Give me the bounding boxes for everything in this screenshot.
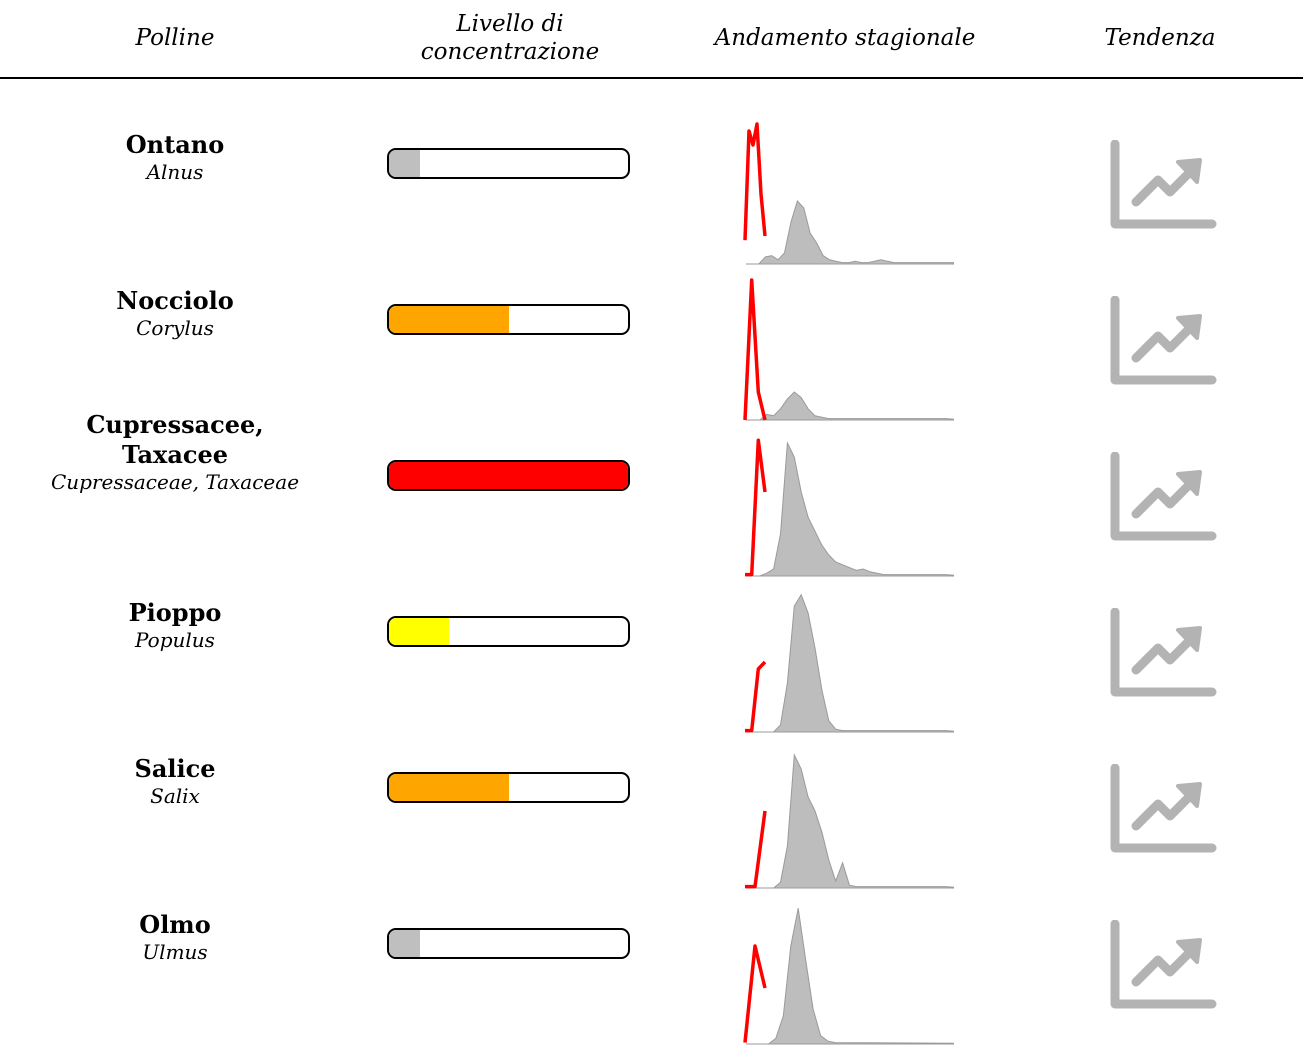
current-season-line xyxy=(743,944,767,1043)
table-header: Polline Livello di concentrazione Andame… xyxy=(0,0,1303,78)
table-row: Cupressacee, Taxacee Cupressaceae, Taxace… xyxy=(0,410,1303,577)
seasonal-area xyxy=(746,753,954,889)
pollen-common-name: Olmo xyxy=(139,910,211,939)
current-season-line xyxy=(745,438,767,577)
header-andamento: Andamento stagionale xyxy=(714,25,976,51)
concentration-bar-fill xyxy=(389,150,421,177)
concentration-bar-fill xyxy=(389,462,628,489)
current-season-line xyxy=(745,660,767,733)
seasonal-area xyxy=(746,391,954,421)
pollen-name: Pioppo Populus xyxy=(10,598,340,653)
current-season-line xyxy=(745,810,767,889)
concentration-bar xyxy=(387,304,630,335)
pollen-common-name: Salice xyxy=(134,754,216,783)
pollen-common-name: Cupressacee, Taxacee xyxy=(86,410,264,469)
header-livello: Livello di concentrazione xyxy=(420,11,600,65)
header-polline: Polline xyxy=(135,25,215,51)
seasonal-area xyxy=(746,441,954,577)
seasonal-area xyxy=(746,200,954,265)
pollen-latin-name: Ulmus xyxy=(142,940,208,964)
concentration-bar xyxy=(387,148,630,179)
header-tendenza: Tendenza xyxy=(1104,25,1216,51)
concentration-bar-fill xyxy=(389,618,449,645)
current-season-line xyxy=(743,122,767,241)
trending-up-icon xyxy=(1110,140,1217,229)
seasonal-trend-chart xyxy=(745,438,954,577)
seasonal-area xyxy=(746,908,954,1045)
pollen-latin-name: Salix xyxy=(150,784,200,808)
concentration-bar xyxy=(387,616,630,647)
trending-up-icon xyxy=(1110,764,1217,853)
seasonal-trend-chart xyxy=(745,753,954,889)
pollen-common-name: Nocciolo xyxy=(116,286,234,315)
table-row: Olmo Ulmus xyxy=(0,888,1303,1045)
table-row: Pioppo Populus xyxy=(0,576,1303,733)
header-rule xyxy=(0,77,1303,79)
seasonal-trend-chart xyxy=(743,122,954,265)
trending-up-icon xyxy=(1110,296,1217,385)
pollen-common-name: Pioppo xyxy=(128,598,222,627)
concentration-bar-fill xyxy=(389,306,509,333)
pollen-common-name: Ontano xyxy=(125,130,225,159)
trending-up-icon xyxy=(1110,608,1217,697)
table-row: Nocciolo Corylus xyxy=(0,264,1303,421)
pollen-name: Cupressacee, Taxacee Cupressaceae, Taxace… xyxy=(10,410,340,495)
pollen-name: Nocciolo Corylus xyxy=(10,286,340,341)
current-season-line xyxy=(743,278,767,421)
pollen-latin-name: Cupressaceae, Taxaceae xyxy=(50,470,300,494)
pollen-latin-name: Corylus xyxy=(136,316,214,340)
table-row: Ontano Alnus xyxy=(0,108,1303,265)
concentration-bar xyxy=(387,460,630,491)
pollen-latin-name: Alnus xyxy=(146,160,204,184)
trending-up-icon xyxy=(1110,452,1217,541)
seasonal-area xyxy=(746,593,954,733)
concentration-bar xyxy=(387,772,630,803)
seasonal-trend-chart xyxy=(743,908,954,1045)
pollen-name: Ontano Alnus xyxy=(10,130,340,185)
table-row: Salice Salix xyxy=(0,732,1303,889)
pollen-name: Salice Salix xyxy=(10,754,340,809)
concentration-bar-fill xyxy=(389,774,509,801)
concentration-bar-fill xyxy=(389,930,421,957)
pollen-latin-name: Populus xyxy=(135,628,215,652)
seasonal-trend-chart xyxy=(743,278,954,421)
pollen-name: Olmo Ulmus xyxy=(10,910,340,965)
seasonal-trend-chart xyxy=(745,593,954,733)
concentration-bar xyxy=(387,928,630,959)
trending-up-icon xyxy=(1110,920,1217,1009)
